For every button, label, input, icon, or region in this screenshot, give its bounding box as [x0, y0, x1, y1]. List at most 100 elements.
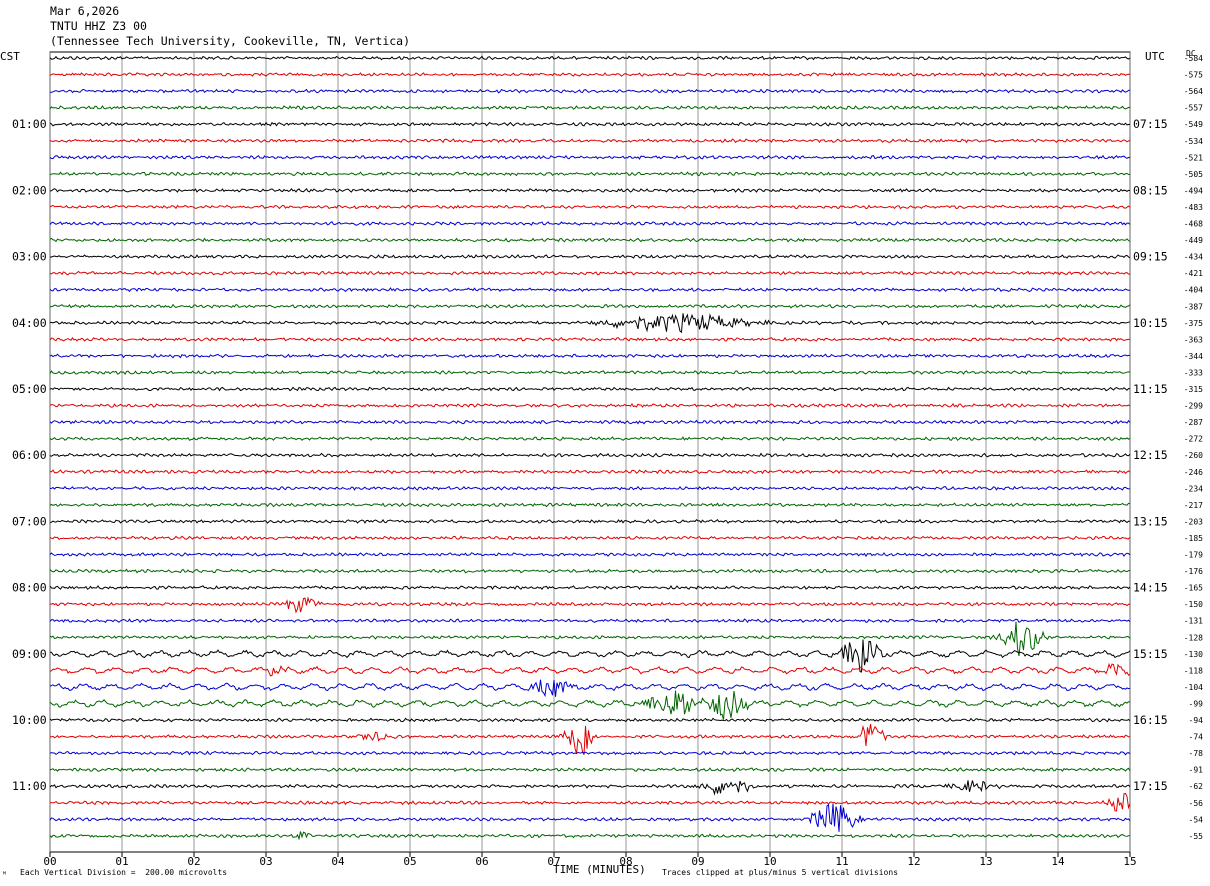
- x-tick-label: 11: [835, 855, 848, 868]
- trace-line: [50, 596, 1131, 614]
- left-time-label: 06:00: [12, 448, 47, 462]
- dc-offset-label: -287: [1184, 418, 1203, 427]
- left-time-label: 07:00: [12, 514, 47, 528]
- dc-offset-label: -78: [1189, 749, 1204, 758]
- dc-offset-label: -176: [1184, 567, 1203, 576]
- trace-line: [49, 767, 1131, 773]
- scale-note: Each Vertical Division = 200.00 microvol…: [20, 868, 228, 877]
- trace-line: [49, 585, 1131, 591]
- x-tick-label: 07: [547, 855, 560, 868]
- right-time-label: 17:15: [1133, 779, 1168, 793]
- trace-line: [49, 154, 1131, 160]
- trace-line: [49, 639, 1131, 673]
- dc-offset-label: -434: [1184, 253, 1203, 262]
- dc-offset-label: -234: [1184, 484, 1203, 493]
- trace-line: [49, 679, 1131, 698]
- trace-line: [49, 618, 1131, 624]
- x-tick-label: 02: [187, 855, 200, 868]
- left-time-label: 08:00: [12, 581, 47, 595]
- dc-offset-label: -421: [1184, 269, 1203, 278]
- x-axis-title: TIME (MINUTES): [553, 863, 646, 876]
- trace-line: [49, 313, 1131, 334]
- x-tick-label: 01: [115, 855, 128, 868]
- trace-line: [49, 370, 1131, 375]
- dc-offset-label: -449: [1184, 236, 1203, 245]
- x-tick-label: 04: [331, 855, 345, 868]
- trace-line: [49, 750, 1131, 756]
- trace-line: [49, 105, 1131, 111]
- x-tick-label: 08: [619, 855, 632, 868]
- header-station: TNTU HHZ Z3 00: [50, 19, 147, 33]
- dc-offset-label: -150: [1184, 600, 1203, 609]
- dc-offset-label: -344: [1184, 352, 1203, 361]
- trace-line: [49, 88, 1131, 94]
- trace-line: [49, 237, 1131, 243]
- left-timezone-label: CST: [0, 50, 20, 63]
- x-tick-label: 10: [763, 855, 776, 868]
- dc-offset-label: -131: [1184, 617, 1203, 626]
- trace-line: [49, 303, 1131, 309]
- dc-offset-label: -549: [1184, 120, 1203, 129]
- dc-offset-label: -55: [1189, 832, 1204, 841]
- right-time-label: 14:15: [1133, 581, 1168, 595]
- dc-offset-label: -185: [1184, 534, 1203, 543]
- trace-line: [49, 204, 1131, 210]
- trace-line: [49, 138, 1131, 144]
- dc-offset-label: -217: [1184, 501, 1203, 510]
- x-tick-label: 06: [475, 855, 488, 868]
- header-date: Mar 6,2026: [50, 4, 120, 18]
- trace-line: [49, 353, 1131, 359]
- dc-offset-label: -404: [1184, 286, 1203, 295]
- dc-offset-label: -557: [1184, 104, 1203, 113]
- trace-line: [49, 452, 1131, 458]
- dc-offset-label: -94: [1189, 716, 1204, 725]
- right-time-label: 13:15: [1133, 514, 1168, 528]
- trace-line: [49, 662, 1131, 677]
- dc-offset-label: -165: [1184, 584, 1203, 593]
- dc-offset-label: -575: [1184, 71, 1203, 80]
- trace-line: [49, 717, 1131, 723]
- trace-line: [49, 780, 1131, 796]
- trace-line: [49, 469, 1131, 475]
- trace-line: [49, 270, 1131, 276]
- dc-offset-label: -387: [1184, 302, 1203, 311]
- dc-offset-label: -54: [1189, 815, 1204, 824]
- trace-line: [49, 485, 1130, 491]
- trace-line: [49, 55, 1131, 61]
- dc-offset-label: -260: [1184, 451, 1203, 460]
- right-time-label: 07:15: [1133, 117, 1168, 131]
- dc-offset-label: -333: [1184, 368, 1203, 377]
- x-tick-label: 05: [403, 855, 416, 868]
- right-time-label: 12:15: [1133, 448, 1168, 462]
- plot-frame: [49, 51, 1131, 853]
- clip-note: Traces clipped at plus/minus 5 vertical …: [662, 868, 899, 877]
- left-time-label: 10:00: [12, 713, 47, 727]
- right-time-label: 15:15: [1133, 647, 1168, 661]
- trace-line: [49, 535, 1131, 541]
- dc-offset-label: -246: [1184, 468, 1203, 477]
- dc-offset-label: -375: [1184, 319, 1203, 328]
- right-time-label: 16:15: [1133, 713, 1168, 727]
- dc-offset-label: -564: [1184, 87, 1203, 96]
- right-time-label: 08:15: [1133, 183, 1168, 197]
- dc-offset-label: -534: [1184, 137, 1203, 146]
- dc-offset-label: -203: [1184, 517, 1203, 526]
- dc-offset-label: -130: [1184, 650, 1203, 659]
- left-time-label: 09:00: [12, 647, 47, 661]
- trace-line: [49, 831, 1131, 841]
- dc-offset-label: -363: [1184, 335, 1203, 344]
- right-timezone-label: UTC: [1145, 50, 1165, 63]
- dc-offset-label: -104: [1184, 683, 1203, 692]
- trace-line: [49, 287, 1131, 293]
- left-time-label: 02:00: [12, 183, 47, 197]
- trace-line: [49, 568, 1131, 574]
- trace-line: [49, 724, 1131, 756]
- trace-line: [49, 436, 1131, 442]
- trace-line: [49, 518, 1130, 524]
- left-time-label: 11:00: [12, 779, 47, 793]
- dc-offset-label: -315: [1184, 385, 1203, 394]
- trace-line: [49, 621, 1131, 657]
- right-time-label: 11:15: [1133, 382, 1168, 396]
- trace-line: [49, 336, 1131, 342]
